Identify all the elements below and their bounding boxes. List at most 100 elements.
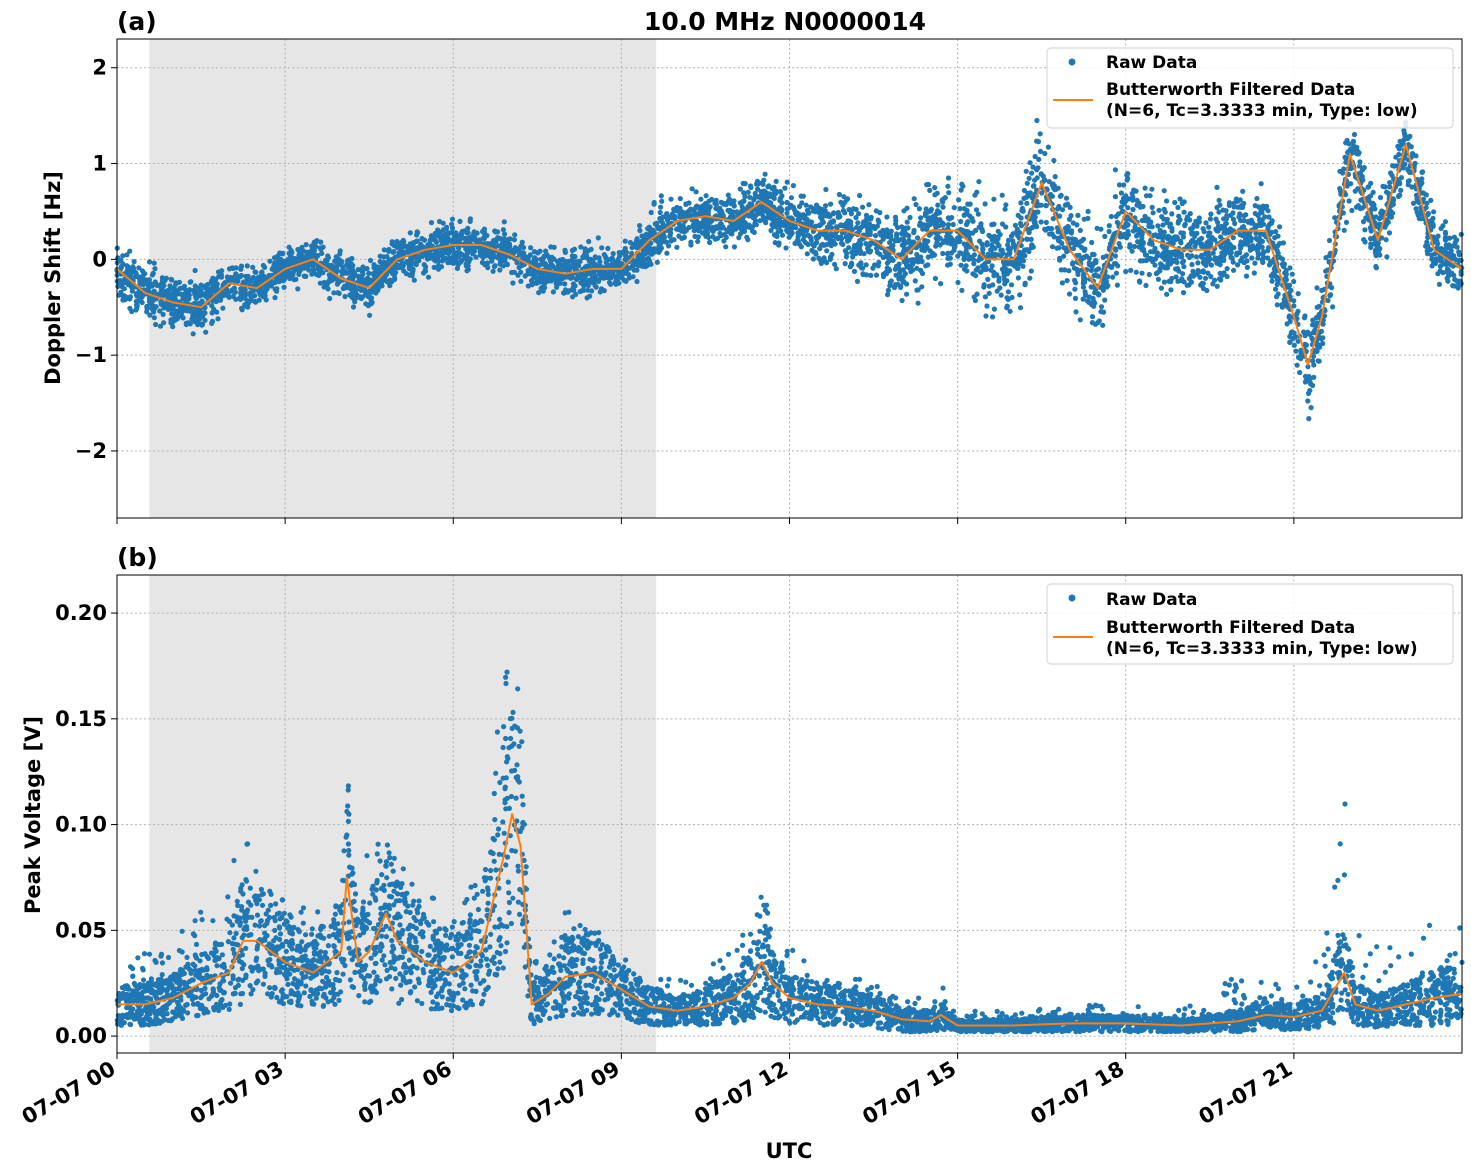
raw-point	[737, 231, 744, 237]
raw-point	[281, 284, 287, 290]
raw-point	[782, 185, 788, 191]
raw-point	[368, 297, 374, 303]
raw-point	[933, 243, 939, 249]
raw-point	[765, 211, 771, 217]
raw-point	[994, 288, 1000, 294]
raw-point	[1152, 245, 1158, 252]
raw-point	[842, 261, 848, 267]
raw-point	[1061, 253, 1067, 259]
raw-point	[877, 251, 883, 257]
raw-point	[948, 234, 954, 240]
raw-point	[248, 292, 254, 298]
raw-point	[1314, 285, 1320, 291]
raw-point	[1114, 282, 1120, 288]
raw-point	[1032, 214, 1038, 220]
raw-point	[127, 305, 133, 311]
raw-point	[1182, 223, 1188, 229]
raw-point	[1286, 313, 1292, 319]
raw-point	[779, 200, 785, 206]
raw-point	[796, 216, 803, 222]
raw-point	[309, 271, 315, 277]
raw-point	[1208, 274, 1214, 280]
raw-point	[504, 261, 510, 268]
raw-point	[1034, 167, 1040, 173]
raw-point	[252, 293, 258, 299]
raw-point	[1084, 298, 1091, 304]
raw-point	[1243, 212, 1249, 218]
raw-point	[1003, 202, 1009, 208]
raw-point	[262, 287, 268, 294]
raw-point	[1052, 174, 1058, 180]
raw-point	[1043, 202, 1049, 209]
raw-point	[1130, 197, 1136, 203]
raw-point	[745, 189, 751, 195]
raw-point	[1393, 154, 1399, 160]
raw-point	[1212, 277, 1218, 283]
raw-point	[525, 258, 532, 264]
raw-point	[1260, 231, 1266, 237]
raw-point	[1275, 243, 1281, 249]
raw-point	[713, 205, 719, 212]
raw-point	[138, 279, 144, 285]
raw-point	[766, 183, 772, 189]
raw-point	[1129, 190, 1135, 197]
raw-point	[436, 218, 443, 225]
raw-point	[1291, 303, 1297, 309]
raw-point	[827, 256, 833, 262]
raw-point	[854, 278, 861, 284]
raw-point	[924, 244, 930, 250]
raw-point	[1205, 270, 1211, 276]
raw-point	[1341, 227, 1347, 233]
raw-point	[794, 211, 801, 217]
raw-point	[1146, 271, 1152, 278]
raw-point	[689, 186, 695, 192]
raw-point	[364, 266, 370, 272]
raw-point	[1143, 193, 1150, 199]
raw-point	[855, 220, 861, 226]
raw-point	[875, 217, 881, 223]
raw-point	[541, 253, 547, 259]
raw-point	[1194, 271, 1200, 277]
raw-point	[1027, 275, 1033, 281]
raw-point	[605, 245, 611, 251]
raw-point	[540, 284, 546, 290]
raw-point	[923, 206, 929, 212]
raw-point	[1444, 275, 1450, 281]
raw-point	[157, 308, 163, 314]
raw-point	[489, 241, 495, 248]
raw-point	[540, 259, 546, 265]
raw-point	[1057, 255, 1063, 261]
raw-point	[1208, 262, 1214, 268]
raw-point	[532, 255, 538, 261]
figure-title: 10.0 MHz N0000014	[644, 7, 926, 36]
raw-point	[1046, 179, 1052, 185]
raw-point	[955, 235, 961, 241]
raw-point	[1161, 250, 1167, 256]
raw-point	[661, 234, 668, 240]
raw-point	[768, 194, 774, 200]
raw-point	[1274, 302, 1280, 308]
raw-point	[1407, 133, 1413, 139]
raw-point	[1283, 277, 1289, 283]
raw-point	[1019, 208, 1025, 214]
raw-point	[1310, 358, 1316, 364]
raw-point	[1424, 200, 1430, 206]
raw-point	[695, 238, 701, 244]
raw-point	[303, 242, 309, 248]
raw-point	[802, 239, 809, 246]
raw-point	[895, 225, 901, 231]
raw-point	[836, 191, 843, 198]
raw-point	[465, 255, 471, 261]
raw-point	[945, 183, 951, 189]
x-axis-label: UTC	[766, 1139, 813, 1163]
raw-point	[784, 210, 790, 216]
raw-point	[127, 248, 133, 254]
raw-point	[1222, 226, 1228, 232]
raw-point	[364, 281, 371, 287]
raw-point	[1180, 234, 1186, 240]
raw-point	[1093, 258, 1099, 264]
raw-point	[1028, 236, 1034, 242]
raw-point	[1308, 405, 1314, 411]
raw-point	[493, 229, 499, 235]
raw-point	[506, 241, 513, 247]
